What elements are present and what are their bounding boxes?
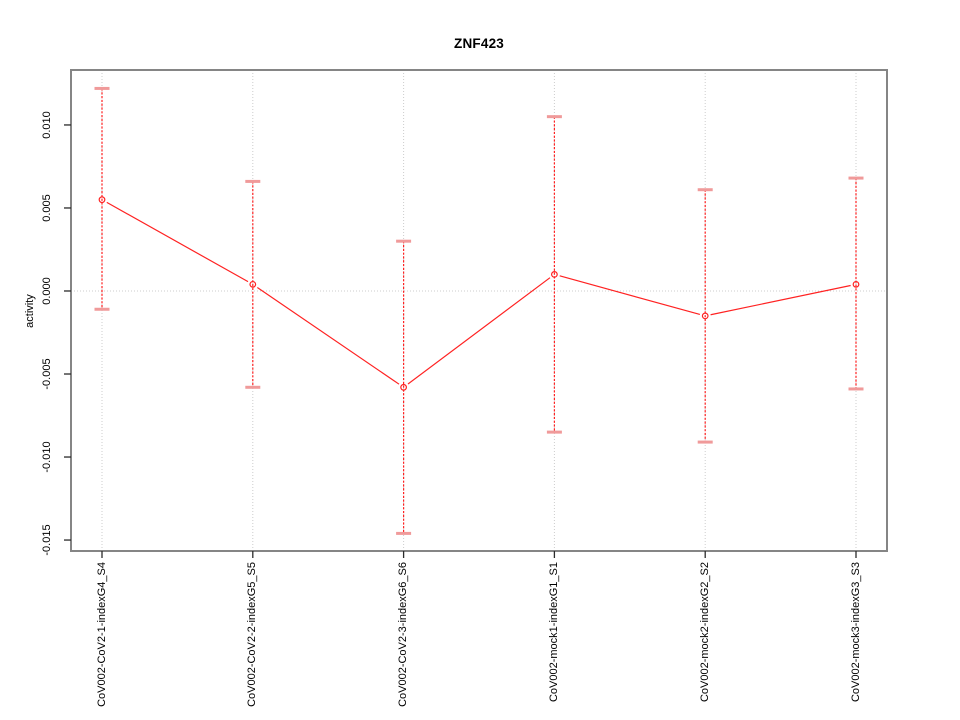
chart-title: ZNF423 [454, 36, 504, 51]
axis-ticks [64, 124, 857, 558]
x-tick-label: CoV002-mock3-indexG3_S3 [849, 562, 862, 703]
y-tick-label: -0.005 [41, 358, 53, 390]
y-tick-label: -0.010 [41, 441, 53, 473]
data-points [98, 196, 860, 391]
x-tick-label: CoV002-mock2-indexG2_S2 [698, 562, 711, 703]
y-tick-label: 0.010 [41, 111, 53, 139]
x-tick-label: CoV002-mock1-indexG1_S1 [547, 562, 560, 703]
x-tick-label: CoV002-CoV2-3-indexG6_S6 [397, 562, 410, 707]
error-bars [94, 86, 864, 535]
y-tick-label: 0.005 [41, 194, 53, 222]
series-line [106, 201, 851, 385]
gridlines [71, 70, 887, 551]
x-tick-label: CoV002-CoV2-2-indexG5_S5 [246, 562, 259, 707]
y-tick-label: -0.015 [41, 524, 53, 556]
plot-border [70, 69, 888, 552]
y-axis-label: activity [24, 293, 36, 328]
y-tick-label: 0.000 [41, 277, 53, 305]
x-tick-label: CoV002-CoV2-1-indexG4_S4 [95, 562, 108, 707]
